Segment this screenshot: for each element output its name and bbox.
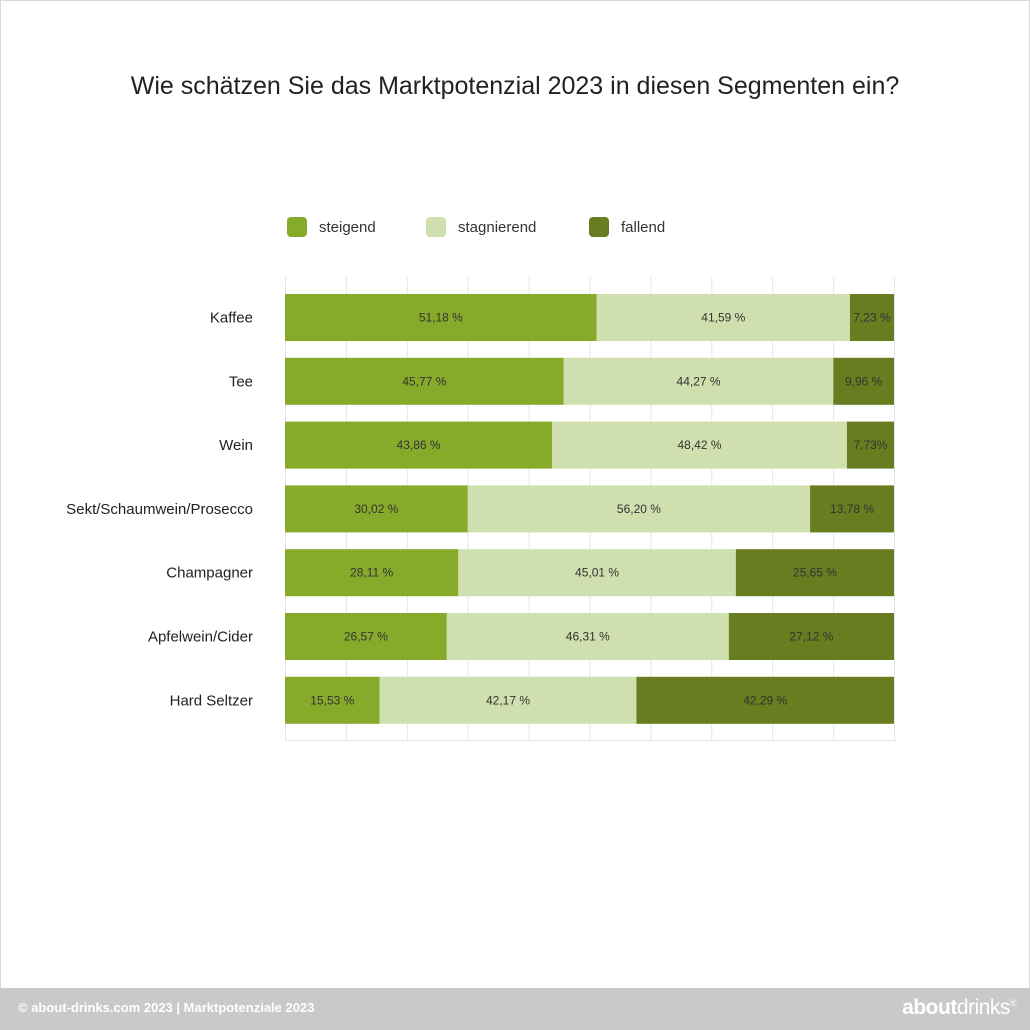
legend-label-stagnierend: stagnierend	[458, 218, 537, 236]
data-label: 13,78 %	[830, 502, 874, 516]
bar-segment-steigend	[285, 485, 468, 533]
bar-segment-steigend	[285, 549, 459, 597]
bar-segment-stagnierend	[458, 549, 736, 597]
bar-segment-steigend	[285, 421, 553, 469]
data-label: 44,27 %	[677, 374, 721, 388]
bar-segment-stagnierend	[596, 294, 850, 341]
data-label: 30,02 %	[354, 502, 398, 516]
data-label: 46,31 %	[566, 630, 610, 644]
category-label: Champagner	[166, 565, 253, 582]
legend-swatch-stagnierend	[426, 217, 446, 237]
data-label: 41,59 %	[701, 311, 745, 325]
bar-segment-fallend	[846, 421, 894, 469]
category-label: Tee	[229, 373, 253, 390]
chart-legend: steigend stagnierend fallend	[0, 216, 1030, 238]
bar-segment-stagnierend	[446, 613, 729, 660]
category-label: Sekt/Schaumwein/Prosecco	[66, 501, 253, 518]
footer-bar: © about-drinks.com 2023 | Marktpotenzial…	[0, 988, 1030, 1030]
legend-item-steigend: steigend	[287, 216, 376, 238]
legend-item-fallend: fallend	[589, 216, 665, 238]
data-label: 7,23 %	[853, 311, 891, 325]
data-label: 25,65 %	[793, 566, 837, 580]
data-label: 43,86 %	[397, 438, 441, 452]
data-label: 48,42 %	[677, 438, 721, 452]
data-label: 27,12 %	[789, 630, 833, 644]
legend-swatch-steigend	[287, 217, 307, 237]
data-label: 15,53 %	[310, 693, 354, 707]
bar-segment-stagnierend	[563, 357, 834, 405]
data-label: 42,29 %	[743, 693, 787, 707]
bar-segment-steigend	[285, 294, 597, 341]
data-label: 9,96 %	[845, 374, 883, 388]
data-label: 28,11 %	[350, 566, 393, 580]
bar-segment-fallend	[735, 549, 894, 597]
bar-segment-fallend	[636, 676, 894, 724]
legend-label-steigend: steigend	[319, 218, 376, 236]
bar-segment-steigend	[285, 357, 564, 405]
data-label: 7,73%	[853, 438, 887, 452]
legend-label-fallend: fallend	[621, 218, 666, 236]
legend-swatch-fallend	[589, 217, 609, 237]
data-label: 26,57 %	[344, 630, 388, 644]
category-label: Kaffee	[210, 310, 253, 327]
footer-copyright: © about-drinks.com 2023 | Marktpotenzial…	[18, 1000, 315, 1015]
bar-segment-fallend	[849, 294, 894, 341]
bar-segment-steigend	[285, 613, 447, 660]
bar-segment-fallend	[833, 357, 894, 405]
data-label: 45,77 %	[402, 374, 446, 388]
logo-text-bold: about	[902, 996, 957, 1019]
data-label: 42,17 %	[486, 693, 530, 707]
data-label: 56,20 %	[617, 502, 661, 516]
category-label: Hard Seltzer	[170, 692, 253, 709]
bar-segment-fallend	[810, 485, 894, 533]
data-label: 51,18 %	[419, 311, 463, 325]
bar-segment-steigend	[285, 676, 380, 724]
bar-segment-stagnierend	[379, 676, 637, 724]
category-label: Apfelwein/Cider	[148, 629, 253, 646]
logo-registered-mark: ®	[1009, 998, 1017, 1008]
category-label: Wein	[219, 437, 253, 454]
bar-segment-stagnierend	[467, 485, 811, 533]
logo-text-light: drinks	[956, 996, 1011, 1019]
about-drinks-logo: aboutdrinks®	[902, 996, 1016, 1020]
bar-segment-stagnierend	[552, 421, 847, 469]
chart-title: Wie schätzen Sie das Marktpotenzial 2023…	[130, 72, 900, 100]
bar-segment-fallend	[728, 613, 894, 660]
data-label: 45,01 %	[575, 566, 619, 580]
legend-item-stagnierend: stagnierend	[426, 216, 536, 238]
